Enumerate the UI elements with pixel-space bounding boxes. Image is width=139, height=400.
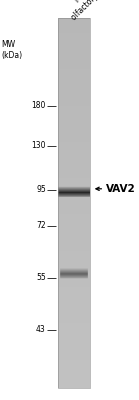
Text: 130: 130 <box>31 142 46 150</box>
Text: MW
(kDa): MW (kDa) <box>1 40 23 60</box>
Text: Mouse
olfactory bulb: Mouse olfactory bulb <box>62 0 113 22</box>
Text: 43: 43 <box>36 326 46 334</box>
Text: 55: 55 <box>36 274 46 282</box>
Text: VAV2: VAV2 <box>106 184 135 194</box>
Text: 72: 72 <box>36 222 46 230</box>
Text: 95: 95 <box>36 186 46 194</box>
Bar <box>58 18 90 388</box>
Text: 180: 180 <box>32 102 46 110</box>
